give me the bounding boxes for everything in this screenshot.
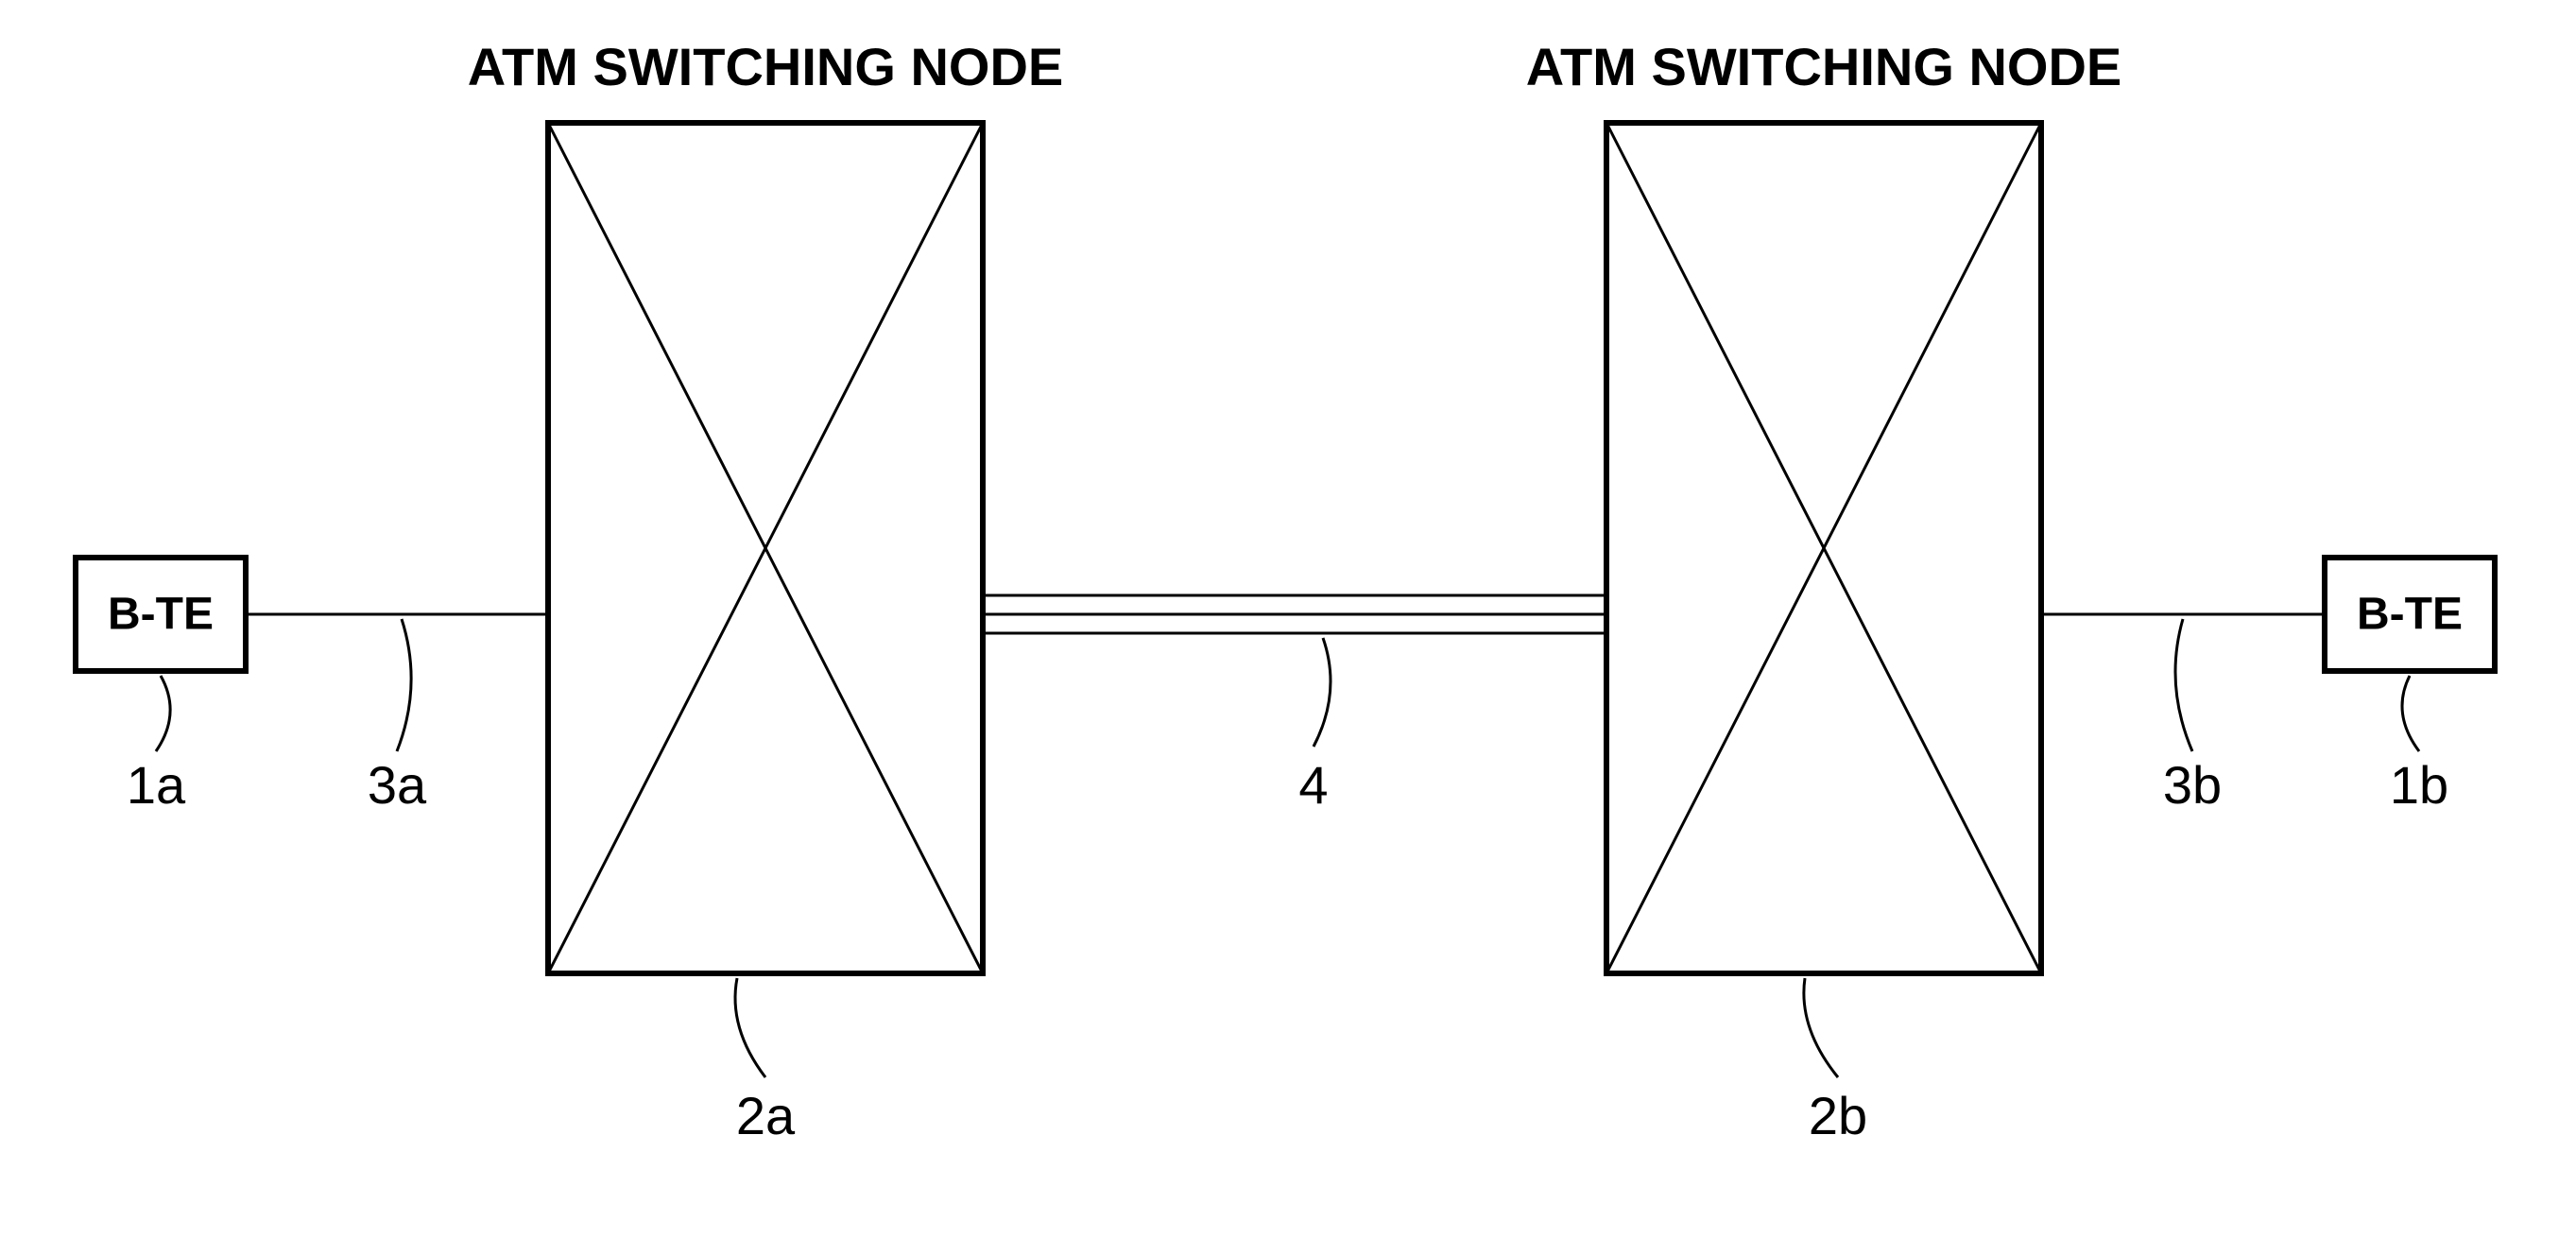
ref-label: 1b — [2390, 755, 2448, 815]
node-bte_right: B-TE — [2325, 558, 2495, 671]
ref-label: 3b — [2163, 755, 2222, 815]
node-label: B-TE — [2357, 590, 2463, 640]
ref-ref_1a: 1a — [127, 676, 186, 815]
ref-ref_1b: 1b — [2390, 676, 2448, 815]
node-title: ATM SWITCHING NODE — [468, 37, 1063, 96]
ref-label: 4 — [1298, 755, 1328, 815]
node-switch_right: ATM SWITCHING NODE — [1526, 37, 2121, 973]
ref-label: 3a — [368, 755, 427, 815]
node-switch_left: ATM SWITCHING NODE — [468, 37, 1063, 973]
ref-label: 2b — [1809, 1086, 1867, 1145]
ref-ref_3b: 3b — [2163, 619, 2222, 815]
atm-network-diagram: B-TE B-TE ATM SWITCHING NODE ATM SWITCHING … — [0, 0, 2576, 1238]
ref-label: 1a — [127, 755, 186, 815]
ref-label: 2a — [736, 1086, 796, 1145]
link-link_4 — [983, 595, 1606, 633]
ref-ref_4: 4 — [1298, 638, 1331, 815]
ref-ref_2b: 2b — [1804, 978, 1867, 1145]
ref-ref_3a: 3a — [368, 619, 427, 815]
node-bte_left: B-TE — [76, 558, 246, 671]
node-title: ATM SWITCHING NODE — [1526, 37, 2121, 96]
ref-ref_2a: 2a — [735, 978, 796, 1145]
node-label: B-TE — [108, 590, 214, 640]
